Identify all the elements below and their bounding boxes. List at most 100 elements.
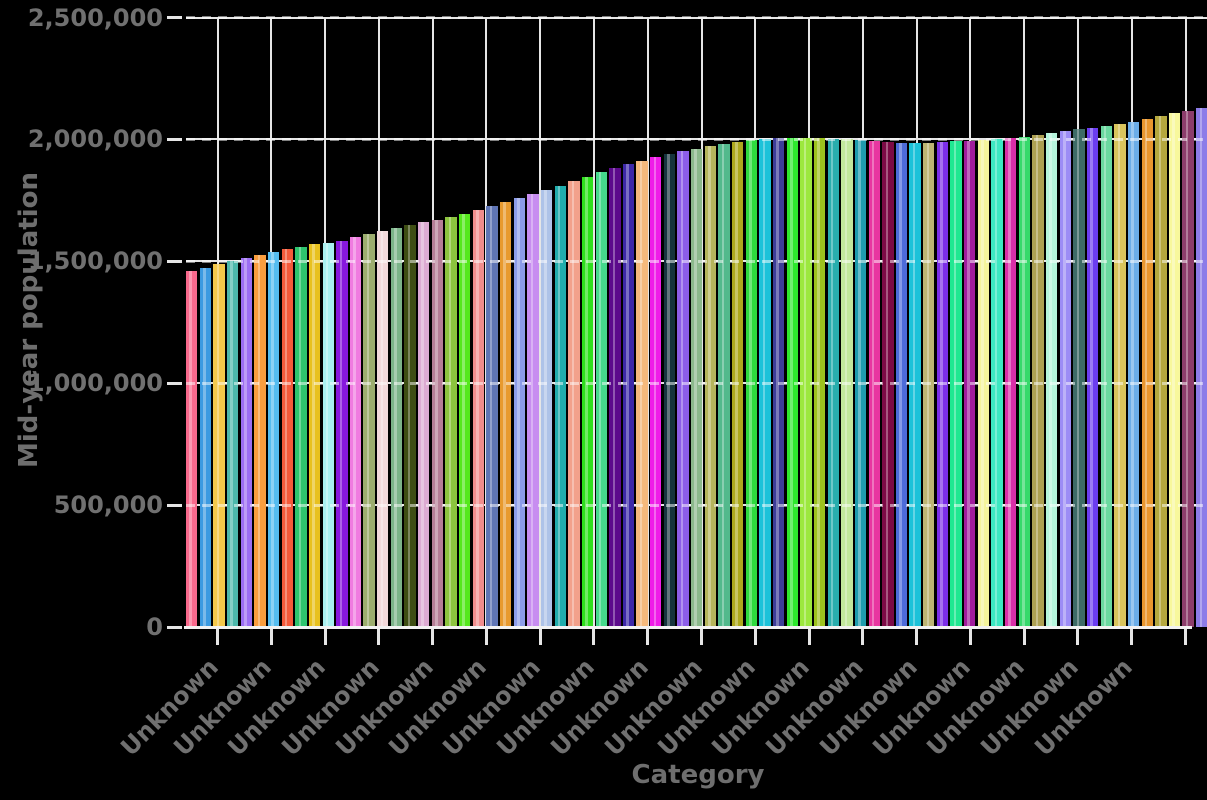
- bar: [1059, 131, 1071, 627]
- x-tick: [1130, 628, 1134, 645]
- bar: [1086, 127, 1099, 627]
- bar: [349, 237, 362, 627]
- y-tick-label: 1,500,000: [27, 247, 163, 276]
- x-tick: [216, 628, 219, 645]
- bar-highlight: [680, 151, 684, 627]
- bar: [390, 227, 403, 627]
- bar: [1141, 118, 1153, 627]
- bar: [267, 252, 280, 627]
- x-axis-title: Category: [631, 760, 765, 790]
- y-tick: [167, 16, 182, 19]
- bar-highlight: [1117, 124, 1121, 627]
- bar: [295, 246, 307, 627]
- bar-highlight: [1158, 115, 1162, 627]
- bar: [581, 176, 594, 627]
- dashed-gridline-overlay: [186, 259, 1207, 263]
- bar: [923, 142, 935, 627]
- v-gridline: [539, 17, 542, 627]
- x-tick: [646, 628, 650, 645]
- bar: [568, 181, 580, 627]
- bar-highlight: [585, 176, 588, 627]
- bar: [186, 271, 198, 627]
- bar-highlight: [544, 190, 547, 627]
- bar: [336, 241, 348, 627]
- bar: [527, 194, 539, 627]
- dashed-gridline-overlay: [186, 381, 1207, 385]
- x-tick: [1184, 628, 1188, 645]
- bar-highlight: [394, 227, 397, 627]
- bar-highlight: [380, 231, 383, 627]
- bar: [1196, 108, 1207, 627]
- bar-highlight: [421, 222, 424, 627]
- x-tick: [915, 628, 919, 645]
- bar: [459, 213, 471, 627]
- bar-highlight: [694, 148, 697, 627]
- bar-highlight: [353, 237, 356, 627]
- bar-highlight: [626, 164, 629, 627]
- bar-highlight: [298, 246, 302, 627]
- bar-highlight: [639, 160, 643, 627]
- bar-highlight: [216, 264, 220, 627]
- bar-highlight: [257, 255, 261, 627]
- bar: [513, 198, 525, 627]
- bar: [677, 151, 689, 627]
- bar: [1127, 121, 1140, 627]
- bar: [445, 216, 457, 627]
- bar: [1182, 111, 1194, 627]
- bar: [281, 249, 293, 627]
- bar-highlight: [1103, 125, 1107, 627]
- x-tick: [700, 628, 704, 645]
- bar: [213, 264, 225, 627]
- x-tick: [861, 628, 865, 645]
- bar-highlight: [284, 249, 288, 627]
- bar-highlight: [1131, 121, 1134, 627]
- bar: [650, 157, 662, 627]
- y-tick-label: 0: [146, 613, 163, 641]
- bar-highlight: [503, 202, 506, 627]
- y-tick: [167, 625, 182, 629]
- dashed-gridline-overlay: [186, 503, 1207, 507]
- y-tick: [167, 259, 182, 263]
- y-tick-label: 1,000,000: [27, 369, 163, 398]
- bar: [595, 172, 607, 627]
- bar-highlight: [476, 210, 479, 627]
- bar-highlight: [271, 252, 274, 627]
- v-gridline: [592, 17, 595, 627]
- bar: [1168, 113, 1181, 627]
- bar: [472, 210, 485, 627]
- bar: [1100, 125, 1112, 627]
- bar-highlight: [203, 268, 206, 627]
- bar-highlight: [339, 241, 343, 627]
- bar: [691, 148, 703, 627]
- bar-highlight: [912, 143, 916, 627]
- x-tick: [431, 628, 435, 645]
- bar-highlight: [366, 234, 370, 627]
- y-tick-label: 500,000: [53, 491, 163, 520]
- bar-highlight: [462, 213, 465, 627]
- bar-highlight: [230, 261, 233, 627]
- bar-highlight: [1076, 129, 1080, 627]
- bar-highlight: [244, 258, 247, 627]
- bar: [663, 154, 676, 627]
- bar-highlight: [926, 142, 929, 627]
- x-tick: [269, 628, 273, 645]
- bar-highlight: [612, 168, 616, 627]
- y-tick-label: 2,500,000: [27, 3, 163, 32]
- bar-highlight: [1035, 135, 1039, 627]
- bar: [718, 144, 730, 627]
- bar-highlight: [1199, 108, 1202, 627]
- bar-highlight: [1185, 111, 1189, 627]
- bar: [240, 258, 252, 627]
- bar: [909, 143, 921, 627]
- x-tick: [1076, 628, 1080, 645]
- bar: [499, 202, 512, 627]
- bar: [895, 143, 908, 627]
- bar-highlight: [1049, 133, 1052, 627]
- bar: [1032, 135, 1044, 627]
- bar: [322, 242, 334, 627]
- x-tick: [377, 628, 381, 645]
- y-axis-title: Mid-year population: [14, 172, 44, 468]
- bar-highlight: [571, 181, 575, 627]
- bar-highlight: [489, 206, 493, 627]
- bar: [254, 255, 266, 627]
